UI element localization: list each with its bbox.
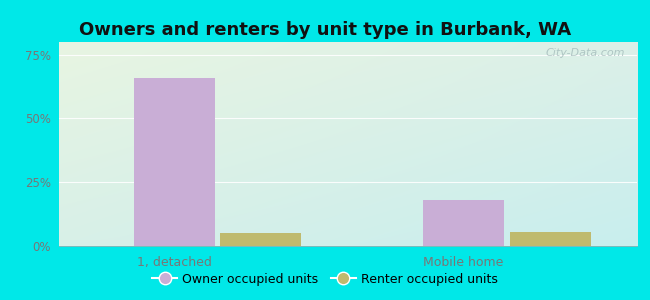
Legend: Owner occupied units, Renter occupied units: Owner occupied units, Renter occupied un…	[148, 268, 502, 291]
Text: City-Data.com: City-Data.com	[546, 48, 625, 58]
Bar	[423, 200, 504, 246]
Bar	[220, 233, 302, 246]
Text: Owners and renters by unit type in Burbank, WA: Owners and renters by unit type in Burba…	[79, 21, 571, 39]
Bar	[510, 232, 591, 246]
Bar	[134, 78, 215, 246]
